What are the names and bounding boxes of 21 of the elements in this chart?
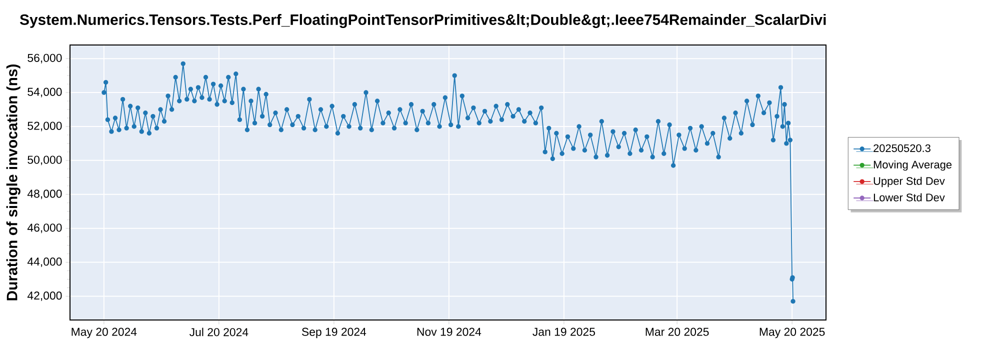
legend-label: Upper Std Dev — [874, 176, 945, 188]
x-tick-label: Jul 20 2024 — [189, 328, 248, 336]
x-tick-label: Sep 19 2024 — [302, 328, 366, 338]
y-tick-label: 48,000 — [27, 190, 62, 200]
x-tick-label: Nov 19 2024 — [417, 328, 482, 336]
y-tick-label: 50,000 — [28, 156, 62, 166]
x-tick-label: Jan 19 2025 — [532, 328, 595, 336]
legend-label: Moving Average — [874, 160, 952, 171]
y-tick-label: 46,000 — [27, 224, 62, 234]
y-tick-label: 54,000 — [28, 88, 62, 98]
y-tick-label: 56,000 — [28, 54, 62, 64]
x-tick-label: Mar 20 2025 — [646, 328, 709, 336]
legend-label: Lower Std Dev — [874, 193, 945, 202]
y-axis-title: Duration of single invocation (ns) — [6, 64, 20, 300]
y-tick-label: 44,000 — [27, 258, 62, 268]
x-tick-label: May 20 2025 — [760, 328, 825, 338]
y-tick-label: 42,000 — [27, 292, 62, 301]
x-tick-label: May 20 2024 — [72, 328, 137, 338]
y-tick-label: 52,000 — [28, 122, 62, 132]
chart-title: System.Numerics.Tensors.Tests.Perf_FloatingPointTensorPrimitives&lt;Double&gt;.Ieee754Remainder_ScalarDivi — [20, 14, 826, 28]
legend-label: 20250520.3 — [874, 144, 930, 152]
